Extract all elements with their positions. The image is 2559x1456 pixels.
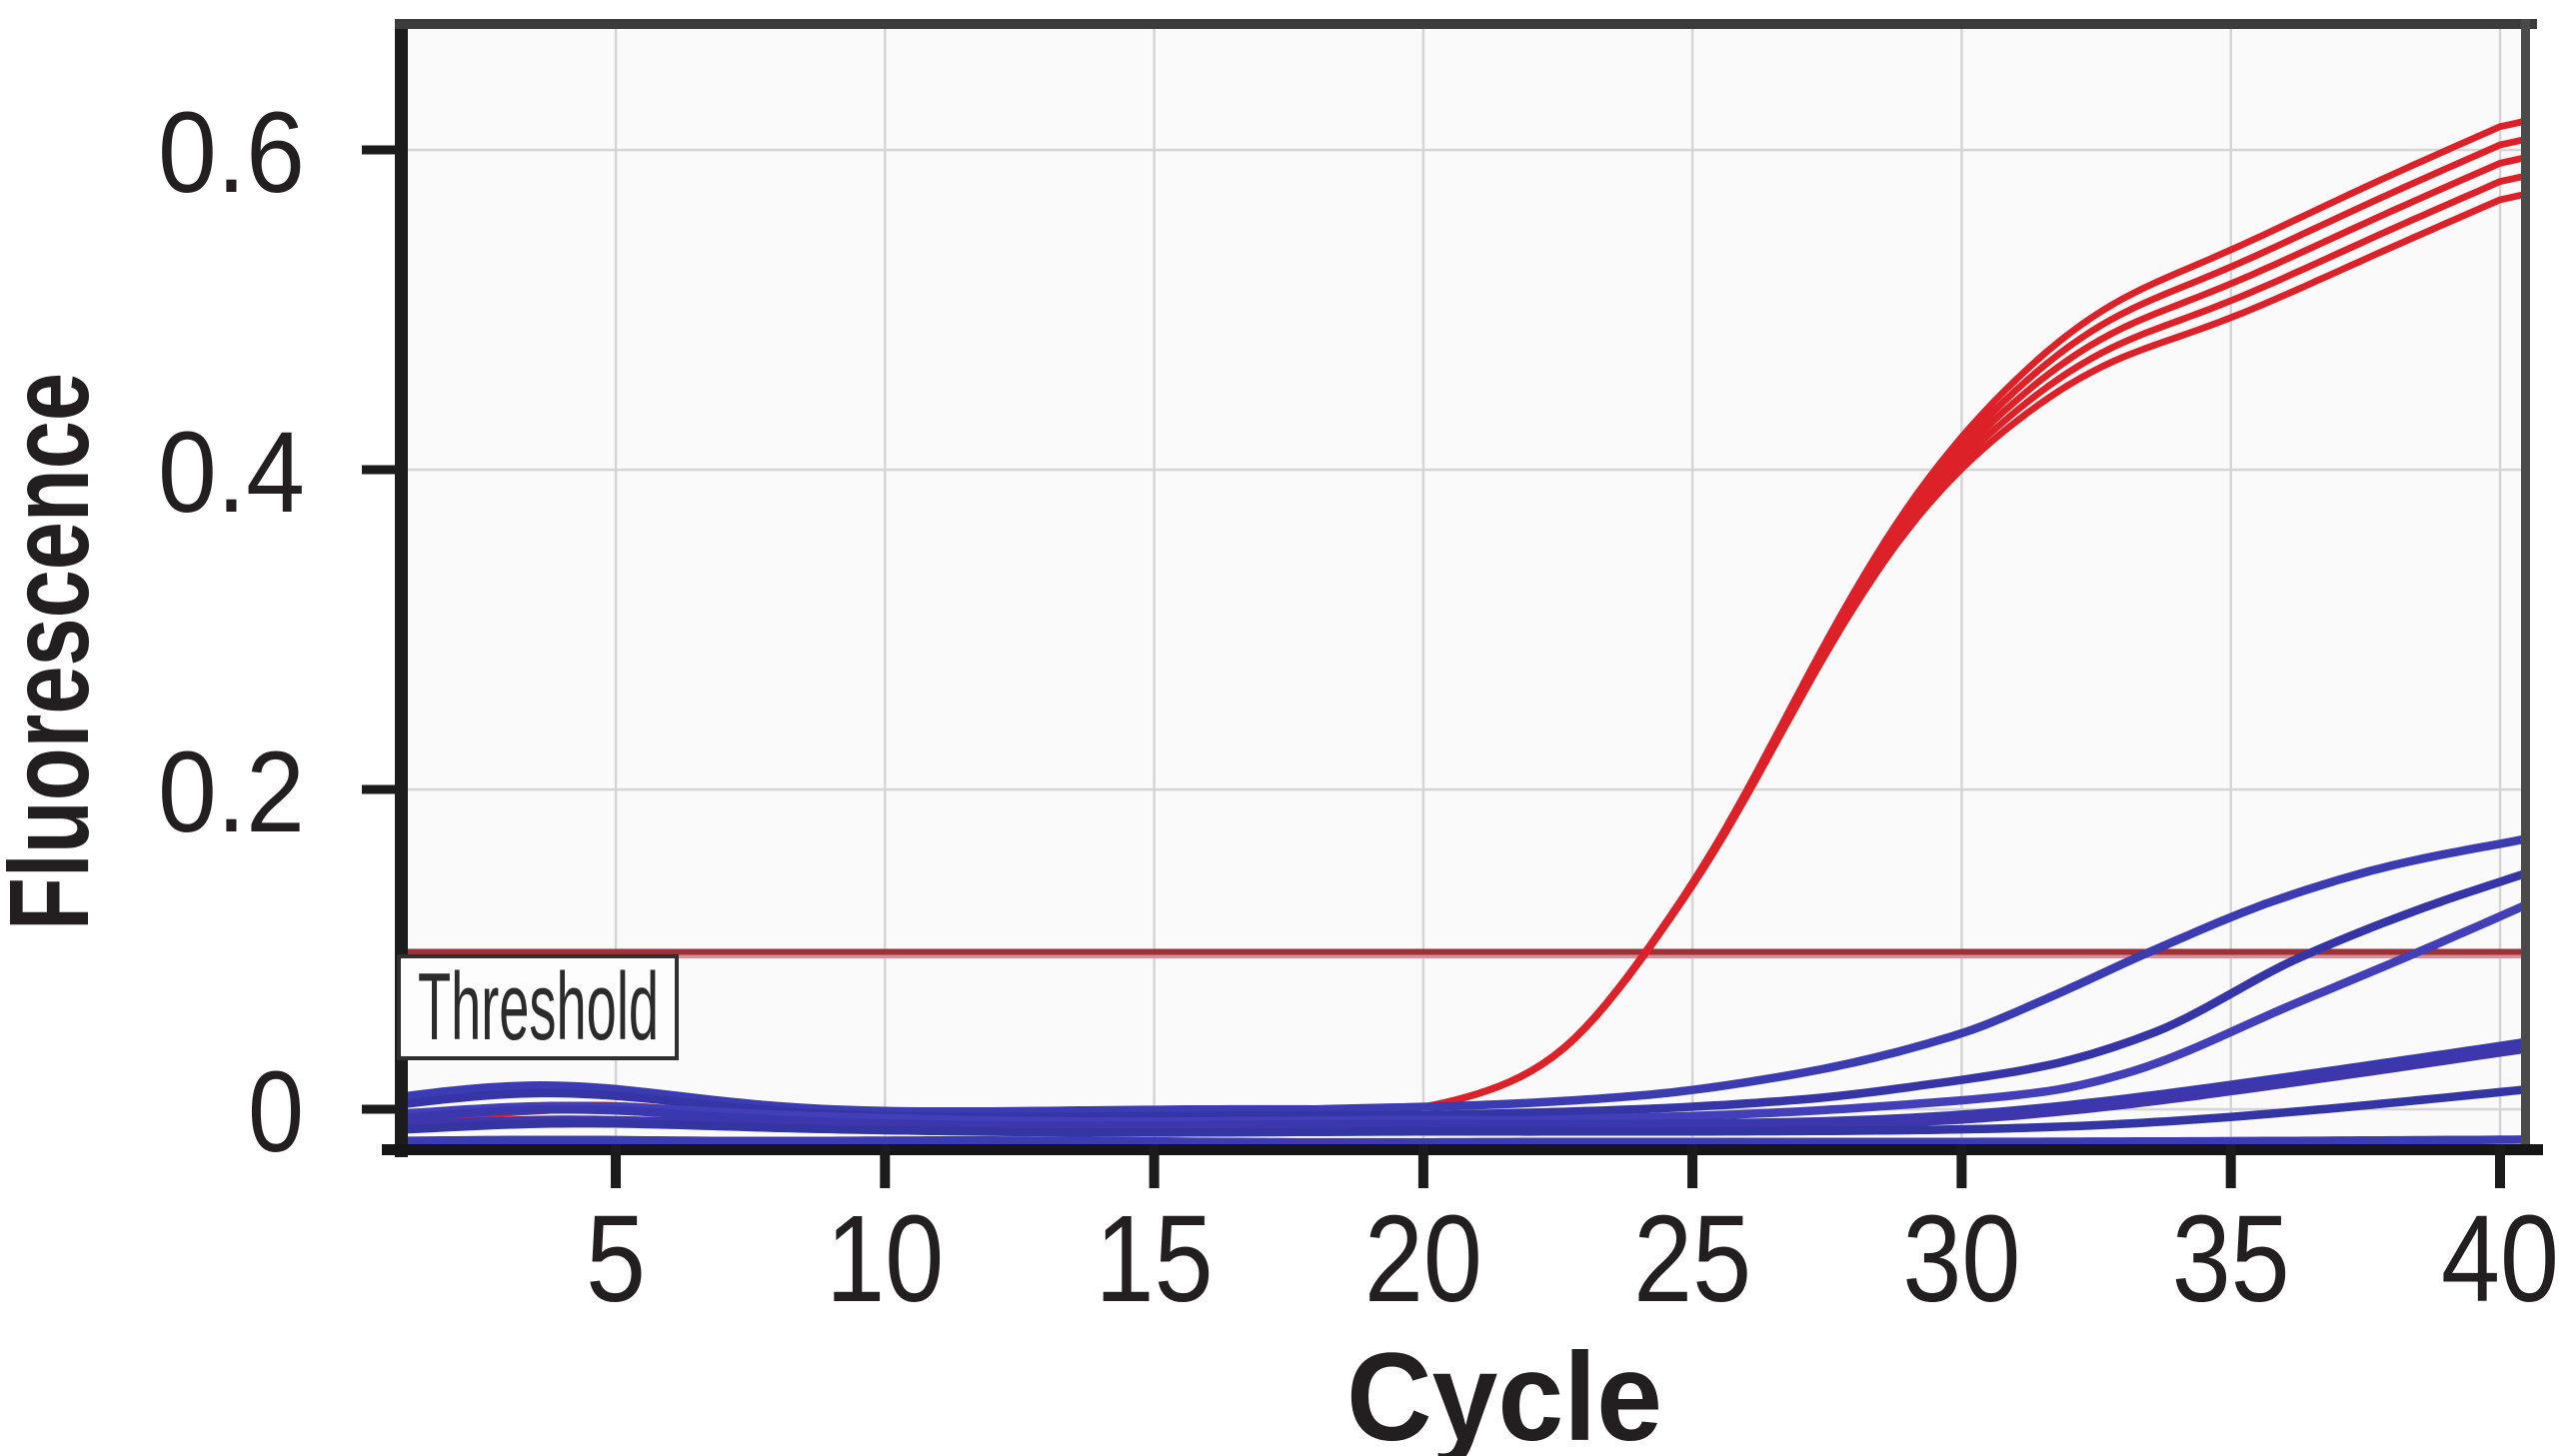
svg-text:0.6: 0.6 (158, 89, 305, 217)
svg-text:0: 0 (248, 1048, 304, 1176)
svg-text:35: 35 (2172, 1191, 2290, 1328)
svg-text:Threshold: Threshold (418, 953, 659, 1060)
svg-text:40: 40 (2441, 1191, 2559, 1328)
svg-text:25: 25 (1633, 1191, 1751, 1328)
svg-text:Cycle: Cycle (1346, 1328, 1662, 1456)
svg-text:0.2: 0.2 (158, 728, 305, 856)
svg-text:20: 20 (1364, 1191, 1482, 1328)
svg-text:10: 10 (826, 1191, 944, 1328)
svg-text:0.4: 0.4 (158, 409, 305, 537)
svg-text:15: 15 (1096, 1191, 1214, 1328)
svg-text:5: 5 (586, 1191, 646, 1328)
svg-text:30: 30 (1902, 1191, 2020, 1328)
svg-text:Fluorescence: Fluorescence (0, 373, 112, 930)
